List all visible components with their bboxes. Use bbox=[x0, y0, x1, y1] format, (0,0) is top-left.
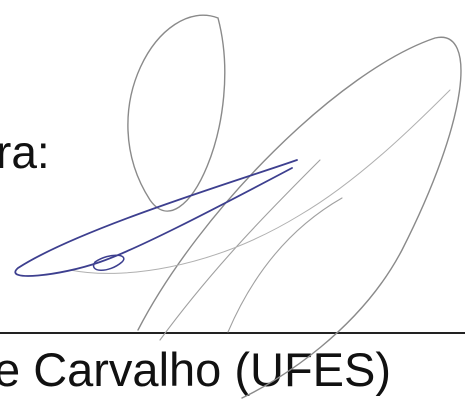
signature-stroke bbox=[228, 198, 342, 332]
signature-stroke bbox=[70, 90, 450, 273]
signature bbox=[15, 15, 461, 398]
document-fragment: ra: e Carvalho (UFES) bbox=[0, 0, 465, 399]
signature-stroke bbox=[15, 160, 297, 276]
page: {"document": {"label_fragment": "ra:", "… bbox=[0, 0, 465, 399]
signature-stroke bbox=[128, 15, 225, 211]
label-fragment: ra: bbox=[0, 126, 50, 178]
name-fragment: e Carvalho (UFES) bbox=[0, 343, 391, 396]
